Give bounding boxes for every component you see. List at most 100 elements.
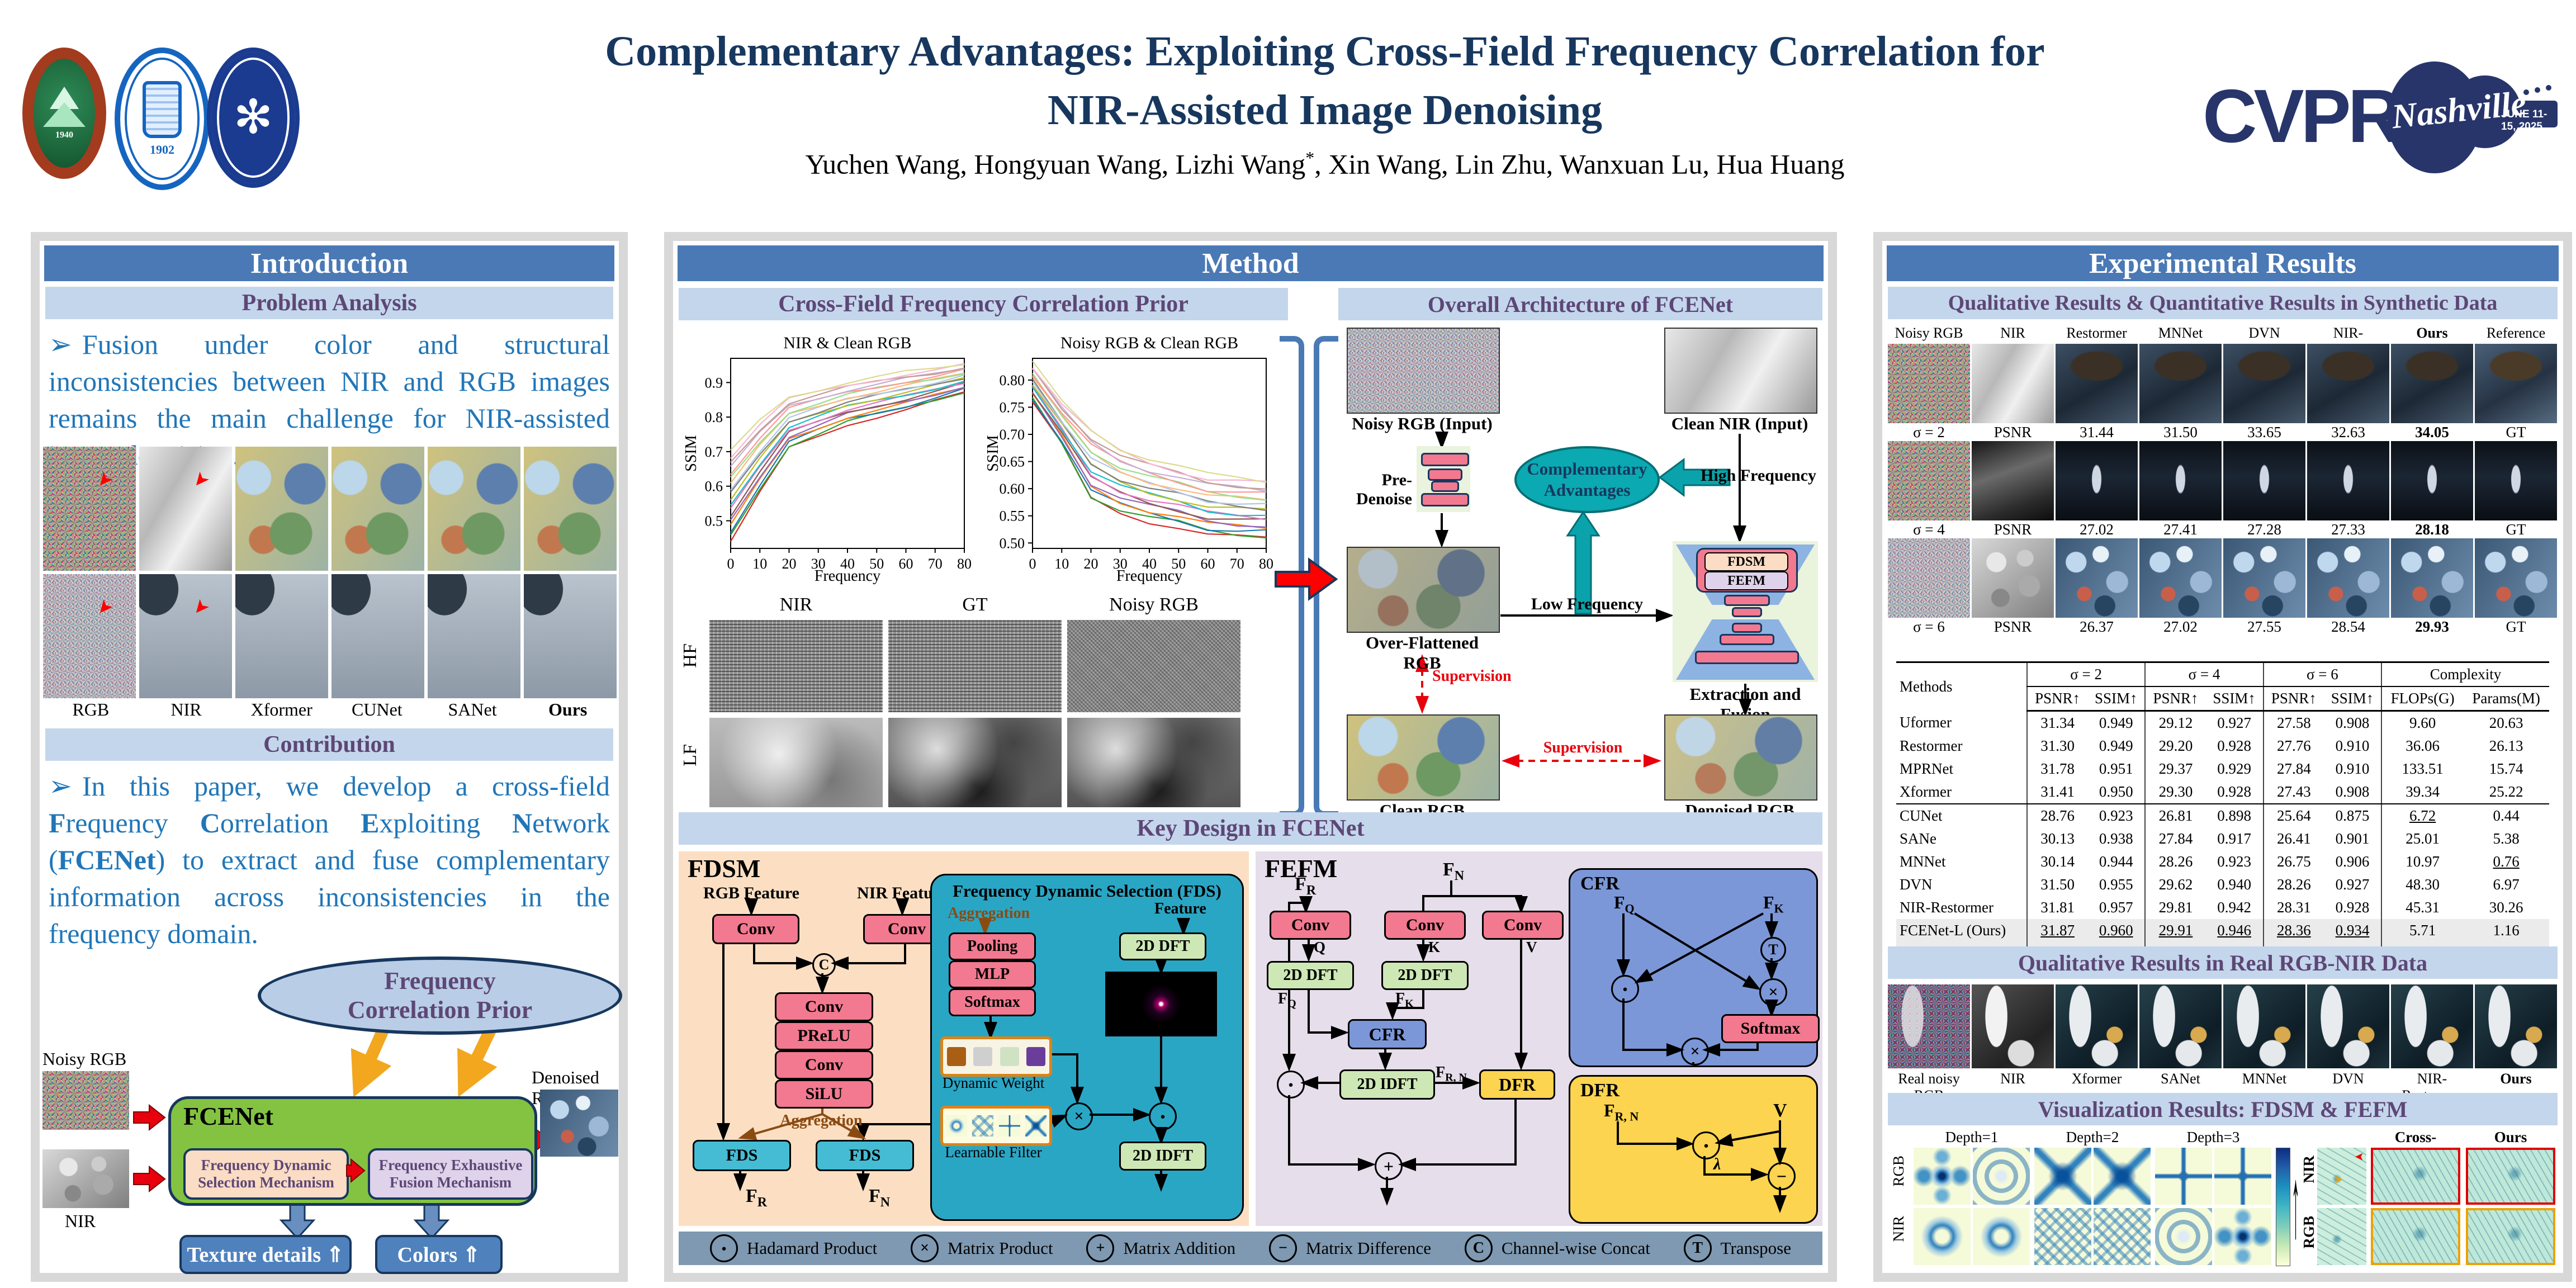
- red-arrow-icon: ➤: [187, 467, 214, 493]
- syn-caption: σ = 2: [1913, 424, 1945, 441]
- vis-heatmap: [1973, 1148, 2030, 1205]
- cvpr-wordmark: CVPR: [2203, 74, 2402, 158]
- introduction-header: Introduction: [44, 245, 614, 281]
- vis-right-col-header: Ours: [2494, 1129, 2527, 1145]
- problem-image: [332, 447, 424, 571]
- cfr-fk-label: FK: [1763, 892, 1784, 916]
- architecture-diagram: Noisy RGB (Input) Clean NIR (Input) Pre-…: [1338, 328, 1822, 840]
- syn-caption: 31.50: [2163, 424, 2198, 441]
- table-value: 0.940: [2217, 876, 2252, 893]
- real-result-label: SANet: [2161, 1071, 2200, 1087]
- svg-text:0.7: 0.7: [705, 444, 723, 460]
- vis-heatmap: [2214, 1208, 2271, 1265]
- legend-label: Channel-wise Concat: [1501, 1238, 1650, 1258]
- vis-heatmap: [1973, 1208, 2030, 1265]
- prior-line2: Correlation Prior: [347, 996, 533, 1024]
- syn-result-image: [2139, 344, 2222, 423]
- svg-text:0.80: 0.80: [1000, 372, 1025, 389]
- problem-image: [428, 447, 520, 571]
- cfr-matmul-node: ×: [1759, 978, 1787, 1006]
- authors-post: , Xin Wang, Lin Zhu, Wanxuan Lu, Hua Hua…: [1314, 148, 1845, 180]
- fr-output-label: FR: [746, 1186, 768, 1210]
- table-value: 29.91: [2144, 919, 2206, 942]
- table-group-header: Methods: [1896, 661, 2027, 711]
- results-panel: Experimental Results Qualitative Results…: [1873, 232, 2572, 1282]
- table-value: 0.960: [2087, 919, 2146, 942]
- contribution-segment: etwork (: [49, 807, 610, 875]
- contribution-text-block: ➢ In this paper, we develop a cross-field…: [49, 768, 610, 952]
- lf-nir-image: [709, 718, 883, 807]
- fds-aggregation-label: Aggregation: [948, 905, 1030, 922]
- contribution-text: In this paper, we develop a cross-field …: [49, 770, 610, 949]
- bullet-icon: ➢: [49, 329, 72, 360]
- cfr-inset: CFR FQ FK T · × Softmax ×: [1569, 868, 1820, 1067]
- lf-row-label: LF: [680, 744, 700, 766]
- table-value: 0.910: [2335, 737, 2370, 754]
- svg-text:0.8: 0.8: [705, 409, 723, 425]
- syn-result-image: [1972, 344, 2054, 423]
- fds-softmax-box: Softmax: [949, 988, 1036, 1016]
- legend-label: Matrix Product: [948, 1238, 1053, 1258]
- method-panel: Method Cross-Field Frequency Correlation…: [664, 232, 1837, 1282]
- fds-panel-title: Frequency Dynamic Selection (FDS): [953, 881, 1221, 901]
- fefm-mechanism-box: Frequency Exhaustive Fusion Mechanism: [368, 1148, 533, 1200]
- visualization-block: Depth=1Depth=2Depth=3RGBNIR↑Cross-attent…: [1882, 1129, 2563, 1270]
- bit-logo-year: 1940: [55, 130, 73, 140]
- vis-heatmap: [2155, 1148, 2212, 1205]
- real-result-image: [2475, 984, 2557, 1068]
- syn-caption: 28.54: [2331, 618, 2365, 635]
- fds-inner-panel: Frequency Dynamic Selection (FDS) Aggreg…: [930, 874, 1244, 1221]
- fcenet-box: FCENet Frequency Dynamic Selection Mecha…: [168, 1096, 537, 1206]
- intro-diagram-arrows: [133, 1027, 551, 1240]
- syn-col-header: NIR: [2000, 325, 2025, 341]
- fn-input-label: FN: [1443, 859, 1465, 883]
- cfr-transpose-node: T: [1760, 937, 1786, 963]
- table-value: 9.60: [2381, 711, 2464, 735]
- syn-caption: 28.18: [2415, 521, 2449, 538]
- svg-text:20: 20: [782, 556, 797, 572]
- syn-result-image: [2139, 538, 2222, 618]
- fds-label: FDS: [849, 1146, 881, 1164]
- real-result-image: [2391, 984, 2473, 1068]
- table-value: 27.43: [2262, 780, 2324, 804]
- svg-text:30: 30: [1113, 556, 1128, 572]
- prior-line1: Frequency: [384, 967, 496, 995]
- problem-image: [332, 574, 424, 698]
- table-value: 0.910: [2335, 760, 2370, 777]
- fds-mlp-box: MLP: [949, 960, 1036, 988]
- table-value: 27.84: [2144, 827, 2206, 850]
- lf-gt-image: [888, 718, 1062, 807]
- table-value: 0.901: [2335, 830, 2370, 847]
- fds-pooling-box: Pooling: [949, 932, 1036, 960]
- table-value: 0.908: [2323, 780, 2382, 804]
- vis-left-row-label: RGB: [1890, 1156, 1907, 1187]
- syn-caption: 29.93: [2415, 618, 2449, 635]
- k-label: K: [1428, 939, 1441, 955]
- fds-feature-label: Feature: [1154, 900, 1206, 917]
- table-value: 26.75: [2262, 850, 2324, 873]
- fdsm-line2: Selection Mechanism: [198, 1174, 334, 1191]
- arch-overflattened-image: [1347, 547, 1500, 633]
- vis-heatmap: [1914, 1208, 1971, 1265]
- pre-denoise-label: Pre-Denoise: [1356, 471, 1412, 508]
- table-method-name: Uformer: [1900, 714, 1952, 731]
- red-arrow-icon: ➤: [91, 467, 118, 493]
- vis-depth-header: Depth=1: [1945, 1129, 1999, 1145]
- table-method-name: CUNet: [1900, 807, 1943, 824]
- syn-caption: 34.05: [2415, 424, 2449, 441]
- table-value: 0.908: [2335, 714, 2370, 731]
- table-value: 31.50: [2026, 873, 2088, 896]
- fn-output-label: FN: [869, 1186, 891, 1210]
- table-row: Uformer 31.34 0.949 29.12 0.927 27.58 0.908 9.6…: [1896, 711, 2549, 735]
- fk-label: FK: [1395, 990, 1414, 1010]
- table-value: 133.51: [2381, 757, 2464, 780]
- table-value: 31.81: [2026, 896, 2088, 919]
- table-sub-header: PSNR↑: [2144, 686, 2206, 712]
- real-result-image: [2307, 984, 2389, 1068]
- operator-legend: · Hadamard Product × Matrix Product + Matrix …: [679, 1232, 1822, 1265]
- svg-text:10: 10: [752, 556, 767, 572]
- real-result-image: [2056, 984, 2138, 1068]
- fefm-cfr-box: CFR: [1348, 1019, 1427, 1049]
